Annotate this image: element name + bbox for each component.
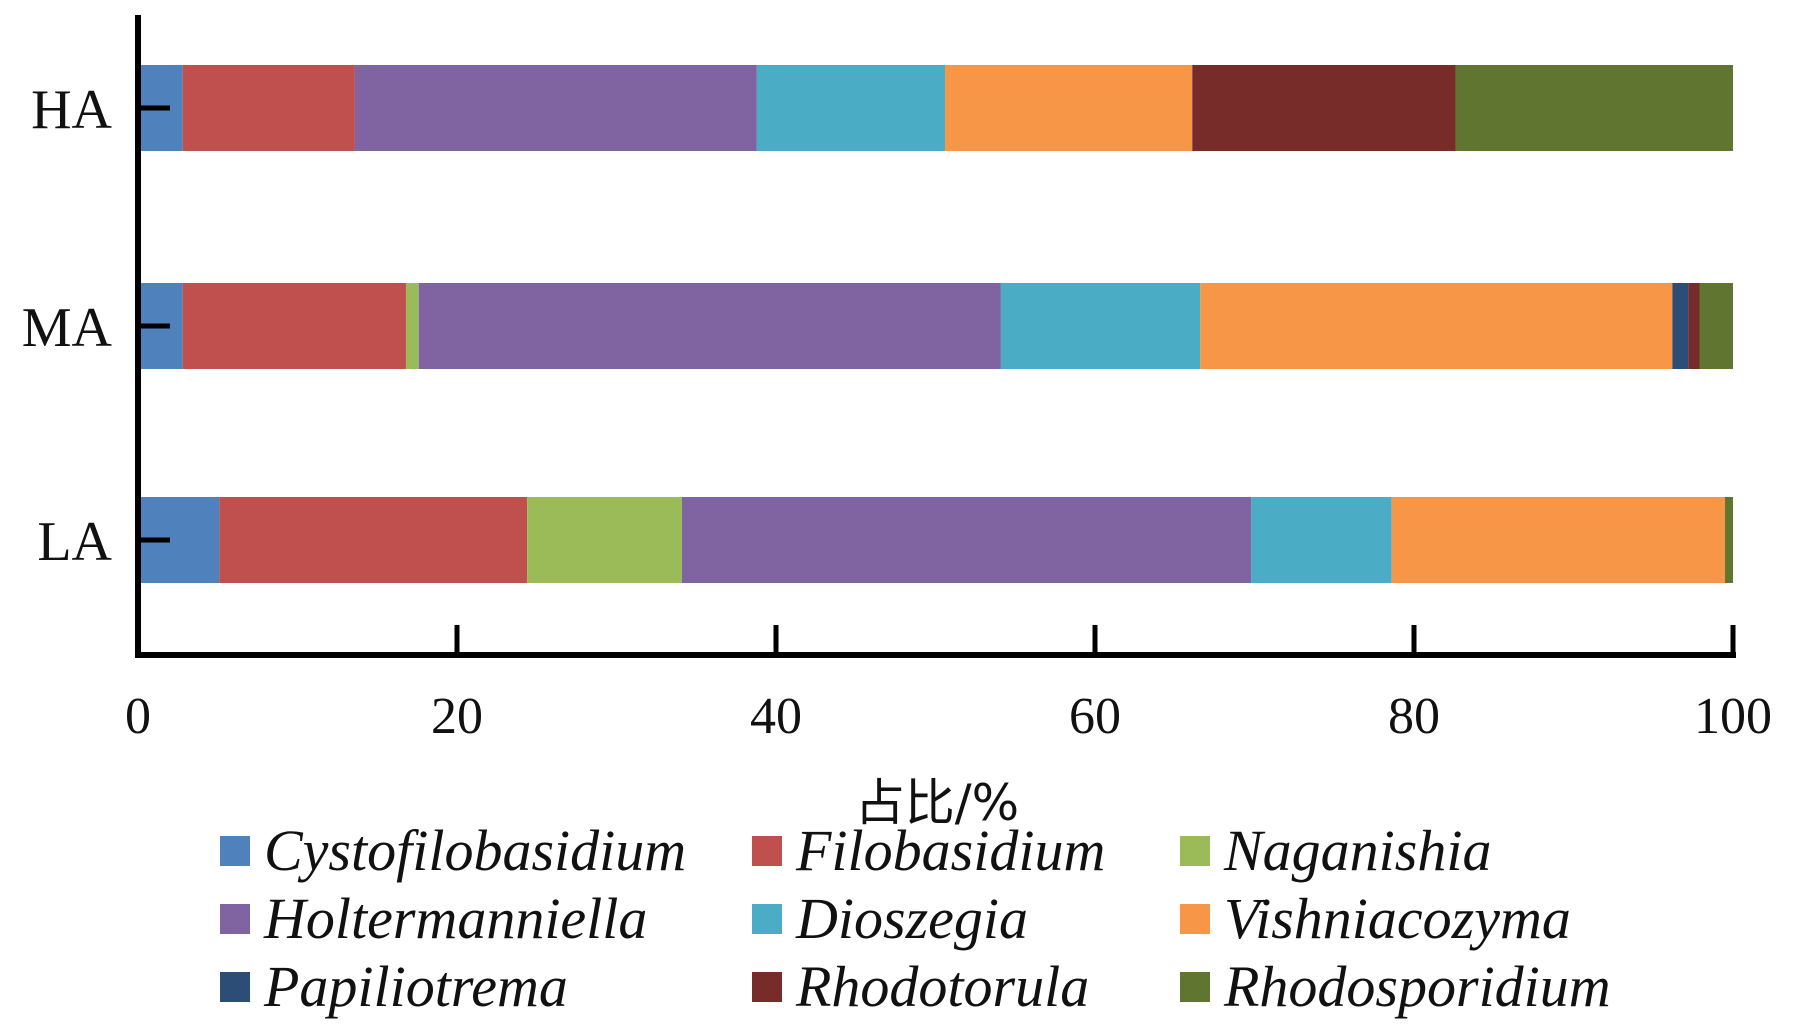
bar-segment-la-filobasidium [219,497,528,583]
bar-segment-ma-papiliotrema [1672,283,1689,369]
legend-label-rhodotorula: Rhodotorula [795,954,1089,1019]
legend-swatch-cystofilobasidium [220,836,250,866]
legend-swatch-rhodosporidium [1180,972,1210,1002]
bar-segment-ma-dioszegia [1000,283,1201,369]
x-tick-label-100: 100 [1694,688,1772,745]
x-tick-label-80: 80 [1388,688,1440,745]
axes-layer [135,15,1736,658]
bar-segment-ma-holtermanniella [418,283,1001,369]
legend-swatch-filobasidium [752,836,782,866]
bar-segment-la-rhodosporidium [1725,497,1733,583]
bars-layer [138,65,1733,583]
bar-segment-ma-filobasidium [182,283,406,369]
legend-swatch-dioszegia [752,904,782,934]
legend-label-holtermanniella: Holtermanniella [263,886,647,951]
legend-swatch-holtermanniella [220,904,250,934]
x-axis-title: 占比/% [855,774,1019,832]
bar-segment-ha-rhodotorula [1192,65,1456,151]
category-label-ma: MA [22,297,113,359]
category-labels: HA MA LA [22,79,113,573]
bar-segment-la-vishniacozyma [1391,497,1726,583]
x-tick-label-0: 0 [125,688,151,745]
legend: Cystofilobasidium Filobasidium Naganishia H… [220,818,1611,1019]
bar-segment-ha-holtermanniella [354,65,757,151]
bar-segment-ha-filobasidium [182,65,355,151]
category-label-ha: HA [31,79,112,141]
bar-segment-ha-dioszegia [756,65,946,151]
x-tick-label-20: 20 [431,688,483,745]
legend-label-vishniacozyma: Vishniacozyma [1224,886,1571,951]
bar-segment-ma-vishniacozyma [1200,283,1673,369]
bar-segment-ma-rhodotorula [1688,283,1700,369]
legend-label-rhodosporidium: Rhodosporidium [1223,954,1611,1019]
bar-segment-la-dioszegia [1251,497,1392,583]
bar-segment-ha-rhodosporidium [1455,65,1733,151]
bar-segment-ma-naganishia [405,283,419,369]
legend-swatch-rhodotorula [752,972,782,1002]
legend-label-cystofilobasidium: Cystofilobasidium [264,818,686,883]
legend-label-dioszegia: Dioszegia [795,886,1028,951]
legend-label-naganishia: Naganishia [1223,818,1492,883]
legend-label-papiliotrema: Papiliotrema [263,954,568,1019]
legend-swatch-vishniacozyma [1180,904,1210,934]
bar-segment-la-holtermanniella [681,497,1252,583]
category-label-la: LA [37,511,112,573]
bar-segment-ma-rhodosporidium [1699,283,1733,369]
legend-swatch-papiliotrema [220,972,250,1002]
bar-segment-la-naganishia [527,497,682,583]
x-tick-label-60: 60 [1069,688,1121,745]
bar-segment-ha-vishniacozyma [945,65,1193,151]
x-tick-label-40: 40 [750,688,802,745]
x-tick-labels: 0 20 40 60 80 100 [125,688,1772,745]
legend-swatch-naganishia [1180,836,1210,866]
legend-label-filobasidium: Filobasidium [795,818,1105,883]
